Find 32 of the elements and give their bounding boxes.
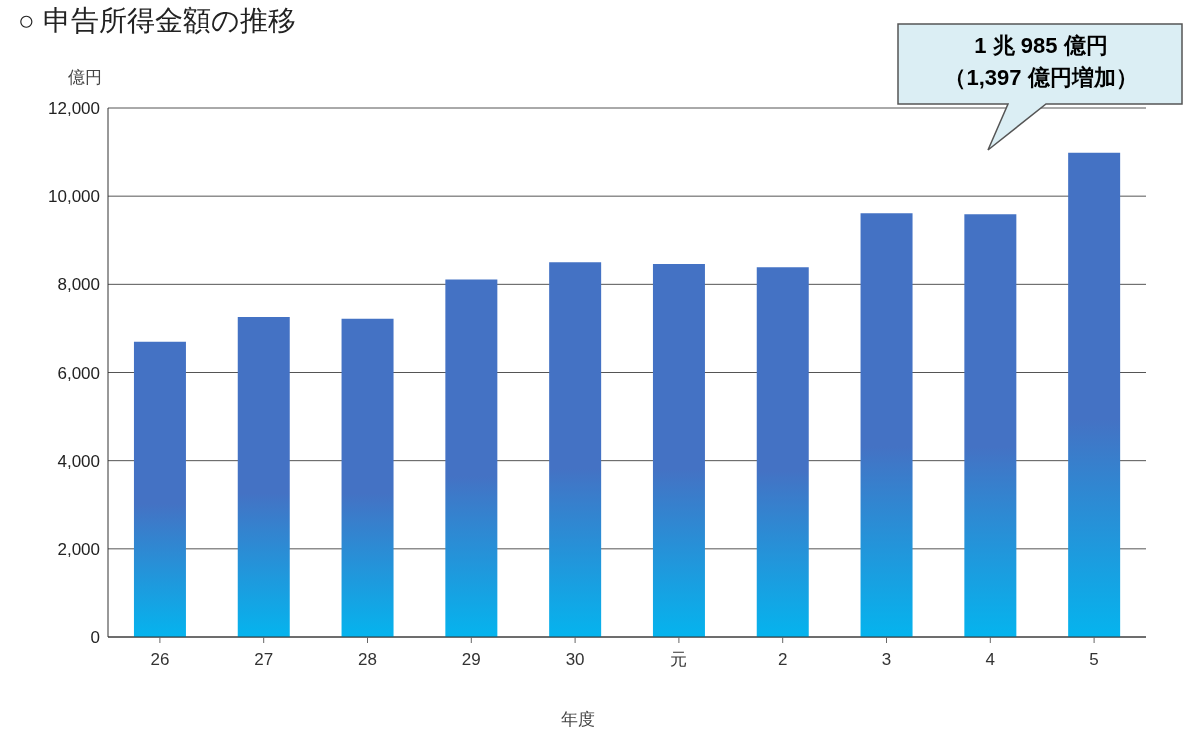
bar [652,264,705,637]
y-tick-label: 10,000 [48,187,100,207]
y-tick-label: 6,000 [57,363,100,383]
x-tick-label: 元 [670,650,688,670]
x-tick-label: 27 [254,650,274,670]
bar [133,341,186,637]
bar [860,213,913,637]
x-tick-label: 30 [565,650,585,670]
y-tick-label: 12,000 [48,99,100,119]
bar [549,262,602,637]
x-tick-label: 28 [358,650,377,670]
bar [1068,152,1121,637]
x-axis-title: 年度 [560,709,596,731]
bar [445,279,498,637]
y-axis-title: 億円 [68,67,102,89]
y-tick-label: 8,000 [57,275,100,295]
text: （1,397 億円増加） [943,64,1139,92]
x-tick-label: 5 [1089,650,1099,670]
bar [756,267,809,637]
y-tick-label: 0 [90,628,100,648]
x-tick-label: 29 [461,650,481,670]
bar [964,214,1017,637]
bar [341,318,394,637]
x-tick-label: 4 [985,650,996,670]
x-tick-label: 26 [150,650,170,670]
y-tick-label: 4,000 [57,451,100,471]
y-tick-label: 2,000 [57,539,100,559]
text: 1 兆 985 億円 [973,32,1109,60]
x-tick-label: 3 [881,650,892,670]
bar [237,316,290,637]
chart-title: ○ 申告所得金額の推移 [18,4,296,38]
x-tick-label: 2 [777,650,788,670]
